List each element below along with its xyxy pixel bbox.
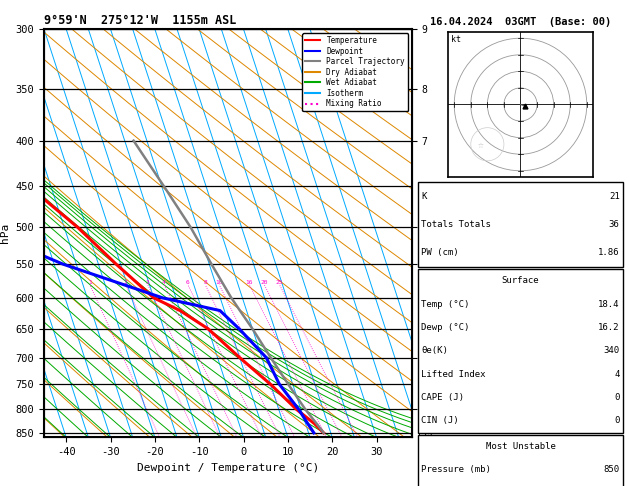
Text: Lifted Index: Lifted Index bbox=[421, 370, 486, 379]
X-axis label: Dewpoint / Temperature (°C): Dewpoint / Temperature (°C) bbox=[137, 463, 319, 473]
Text: Temp (°C): Temp (°C) bbox=[421, 300, 470, 309]
Text: 0: 0 bbox=[614, 393, 620, 402]
Text: Totals Totals: Totals Totals bbox=[421, 220, 491, 229]
Text: Surface: Surface bbox=[502, 277, 539, 285]
Text: 3: 3 bbox=[146, 280, 150, 285]
Text: K: K bbox=[421, 192, 427, 201]
Text: 36: 36 bbox=[609, 220, 620, 229]
Text: Mixing Ratio (g/kg): Mixing Ratio (g/kg) bbox=[452, 203, 460, 305]
Text: 340: 340 bbox=[603, 347, 620, 355]
Text: 16: 16 bbox=[246, 280, 253, 285]
Text: 10: 10 bbox=[216, 280, 223, 285]
Text: CAPE (J): CAPE (J) bbox=[421, 393, 464, 402]
Text: 20: 20 bbox=[260, 280, 268, 285]
Text: 4: 4 bbox=[162, 280, 166, 285]
Text: 21: 21 bbox=[609, 192, 620, 201]
Text: 1.86: 1.86 bbox=[598, 248, 620, 257]
Text: 16.04.2024  03GMT  (Base: 00): 16.04.2024 03GMT (Base: 00) bbox=[430, 17, 611, 27]
Text: 8: 8 bbox=[203, 280, 207, 285]
Text: 16.2: 16.2 bbox=[598, 323, 620, 332]
Text: 18.4: 18.4 bbox=[598, 300, 620, 309]
Text: 0: 0 bbox=[614, 417, 620, 425]
Text: 1: 1 bbox=[88, 280, 92, 285]
Text: Most Unstable: Most Unstable bbox=[486, 442, 555, 451]
Text: © weatheronline.co.uk: © weatheronline.co.uk bbox=[468, 472, 573, 481]
Text: LCL: LCL bbox=[418, 428, 435, 438]
Text: 850: 850 bbox=[603, 466, 620, 474]
Text: PW (cm): PW (cm) bbox=[421, 248, 459, 257]
Text: CIN (J): CIN (J) bbox=[421, 417, 459, 425]
Text: kt: kt bbox=[451, 35, 461, 44]
Text: θe(K): θe(K) bbox=[421, 347, 448, 355]
Text: 2: 2 bbox=[124, 280, 128, 285]
Text: 6: 6 bbox=[186, 280, 190, 285]
Text: Dewp (°C): Dewp (°C) bbox=[421, 323, 470, 332]
Y-axis label: km
ASL: km ASL bbox=[444, 223, 462, 244]
Legend: Temperature, Dewpoint, Parcel Trajectory, Dry Adiabat, Wet Adiabat, Isotherm, Mi: Temperature, Dewpoint, Parcel Trajectory… bbox=[302, 33, 408, 111]
Text: 4: 4 bbox=[614, 370, 620, 379]
Text: 9°59'N  275°12'W  1155m ASL: 9°59'N 275°12'W 1155m ASL bbox=[44, 14, 237, 27]
Text: ☆: ☆ bbox=[477, 139, 483, 150]
Text: Pressure (mb): Pressure (mb) bbox=[421, 466, 491, 474]
Text: 25: 25 bbox=[276, 280, 283, 285]
Y-axis label: hPa: hPa bbox=[0, 223, 10, 243]
